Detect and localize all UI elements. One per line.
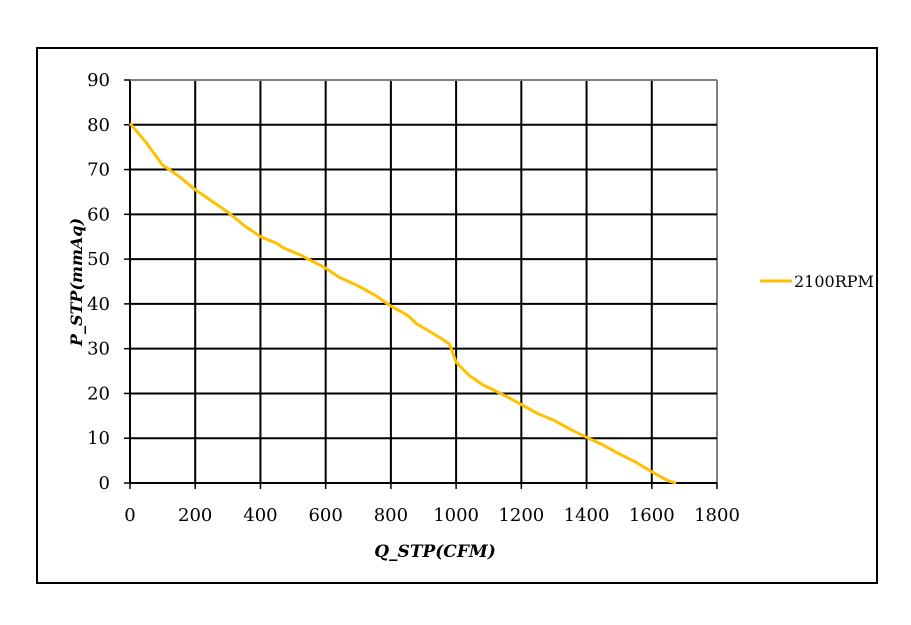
legend-label: 2100RPM — [794, 272, 874, 291]
y-tick-label: 50 — [87, 249, 110, 270]
x-tick-label: 1800 — [694, 505, 740, 526]
x-tick-label: 1200 — [498, 505, 544, 526]
y-tick-label: 80 — [87, 115, 110, 136]
x-axis-ticks: 0 200 400 600 800 1000 1200 1400 1600 1800 — [124, 483, 740, 526]
y-tick-label: 10 — [87, 428, 110, 449]
x-tick-label: 1000 — [433, 505, 479, 526]
x-tick-label: 0 — [124, 505, 135, 526]
y-tick-label: 40 — [87, 294, 110, 315]
x-tick-label: 200 — [178, 505, 212, 526]
y-axis-label: P_STP(mmAq) — [67, 218, 86, 347]
y-tick-label: 0 — [99, 473, 110, 494]
x-axis-label: Q_STP(CFM) — [374, 542, 496, 562]
x-tick-label: 800 — [374, 505, 408, 526]
y-tick-label: 70 — [87, 160, 110, 181]
y-tick-label: 20 — [87, 383, 110, 404]
legend: 2100RPM — [760, 272, 874, 291]
y-tick-label: 90 — [87, 70, 110, 91]
x-tick-label: 600 — [308, 505, 342, 526]
x-tick-label: 1400 — [564, 505, 610, 526]
chart-frame — [36, 47, 878, 584]
y-axis-ticks: 0 10 20 30 40 50 60 70 80 90 — [87, 70, 130, 494]
y-tick-label: 60 — [87, 204, 110, 225]
series-layer — [128, 122, 677, 485]
y-tick-label: 30 — [87, 339, 110, 360]
series-line-2100RPM — [128, 122, 677, 485]
grid-lines — [129, 79, 718, 484]
x-tick-label: 1600 — [629, 505, 675, 526]
x-tick-label: 400 — [243, 505, 277, 526]
